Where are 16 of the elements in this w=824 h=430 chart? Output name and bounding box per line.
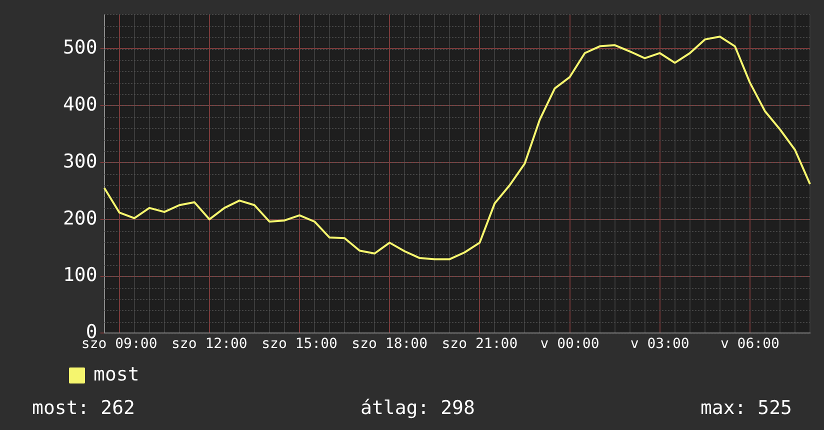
text: most: 262	[32, 397, 135, 419]
legend-label: most	[94, 363, 140, 386]
x-tick-label: szo 15:00	[262, 336, 338, 352]
text: átlag: 298	[360, 397, 475, 419]
x-tick-label: szo 18:00	[352, 336, 428, 352]
x-tick-label: v 03:00	[630, 336, 690, 352]
y-tick-label: 500	[62, 36, 98, 58]
y-tick-label: 400	[62, 93, 98, 116]
y-tick-label: 100	[62, 264, 98, 286]
y-tick-label: 300	[62, 150, 98, 172]
x-tick-label: szo 21:00	[442, 336, 518, 352]
x-tick-label: v 00:00	[540, 336, 600, 352]
x-tick-label: szo 12:00	[171, 336, 248, 352]
text: max: 525	[700, 397, 792, 419]
y-tick-label: 200	[62, 207, 98, 230]
x-tick-label: v 06:00	[720, 336, 780, 352]
